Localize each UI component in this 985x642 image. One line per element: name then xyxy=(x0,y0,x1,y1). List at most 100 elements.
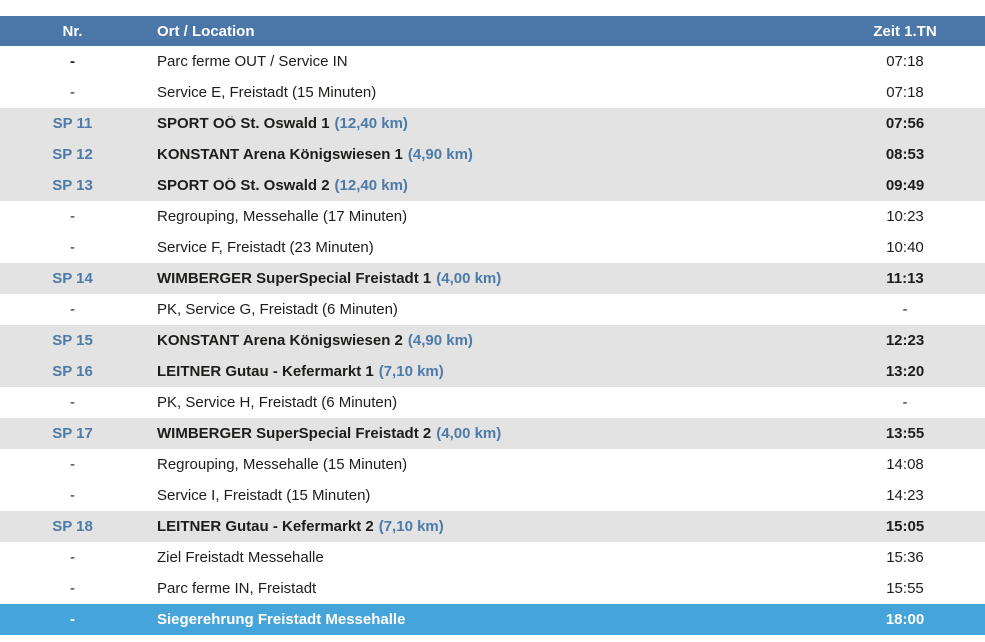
location-name: SPORT OÖ St. Oswald 2 xyxy=(157,178,330,193)
table-row: - Regrouping, Messehalle (15 Minuten) 14… xyxy=(0,449,985,480)
stage-distance: (7,10 km) xyxy=(378,364,444,379)
location-name: LEITNER Gutau - Kefermarkt 1 xyxy=(157,364,374,379)
time-cell: 14:08 xyxy=(886,457,924,472)
time-cell: 15:55 xyxy=(886,581,924,596)
table-header-row: Nr. Ort / Location Zeit 1.TN xyxy=(0,16,985,46)
location-name: Ziel Freistadt Messehalle xyxy=(157,550,324,565)
stage-number-cell: SP 11 xyxy=(52,116,93,131)
location-name: WIMBERGER SuperSpecial Freistadt 1 xyxy=(157,271,432,286)
stage-number-cell: SP 16 xyxy=(52,364,93,379)
location-name: WIMBERGER SuperSpecial Freistadt 2 xyxy=(157,426,432,441)
time-cell: 13:55 xyxy=(885,426,925,441)
location-name: Siegerehrung Freistadt Messehalle xyxy=(157,612,406,627)
location-cell: SPORT OÖ St. Oswald 1 (12,40 km) xyxy=(145,116,835,131)
stage-number-cell: - xyxy=(70,581,75,596)
location-cell: Siegerehrung Freistadt Messehalle xyxy=(145,612,835,627)
location-cell: KONSTANT Arena Königswiesen 1 (4,90 km) xyxy=(145,147,835,162)
time-cell: 11:13 xyxy=(886,271,924,286)
stage-distance: (7,10 km) xyxy=(378,519,444,534)
location-cell: Parc ferme IN, Freistadt xyxy=(145,581,835,596)
stage-distance: (12,40 km) xyxy=(334,178,408,193)
time-cell: 10:40 xyxy=(886,240,924,255)
stage-number-cell: - xyxy=(70,302,75,317)
stage-number-cell: - xyxy=(70,240,75,255)
stage-number-cell: - xyxy=(70,488,75,503)
location-name: Regrouping, Messehalle (15 Minuten) xyxy=(157,457,408,472)
stage-number-cell: SP 14 xyxy=(52,271,93,286)
location-cell: SPORT OÖ St. Oswald 2 (12,40 km) xyxy=(145,178,835,193)
location-cell: Service I, Freistadt (15 Minuten) xyxy=(145,488,835,503)
table-row: - Parc ferme IN, Freistadt 15:55 xyxy=(0,573,985,604)
stage-number-cell: - xyxy=(70,395,75,410)
stage-number-cell: - xyxy=(70,550,75,565)
table-row: SP 15 KONSTANT Arena Königswiesen 2 (4,90… xyxy=(0,325,985,356)
schedule-table: Nr. Ort / Location Zeit 1.TN - Parc ferm… xyxy=(0,16,985,635)
location-cell: Service F, Freistadt (23 Minuten) xyxy=(145,240,835,255)
location-cell: KONSTANT Arena Königswiesen 2 (4,90 km) xyxy=(145,333,835,348)
location-cell: Ziel Freistadt Messehalle xyxy=(145,550,835,565)
location-cell: Service E, Freistadt (15 Minuten) xyxy=(145,85,835,100)
table-row: - Service E, Freistadt (15 Minuten) 07:1… xyxy=(0,77,985,108)
location-cell: LEITNER Gutau - Kefermarkt 2 (7,10 km) xyxy=(145,519,835,534)
location-name: Service F, Freistadt (23 Minuten) xyxy=(157,240,374,255)
stage-number-cell: - xyxy=(70,85,75,100)
location-cell: Regrouping, Messehalle (15 Minuten) xyxy=(145,457,835,472)
time-cell: 07:56 xyxy=(885,116,925,131)
stage-number-cell: - xyxy=(70,54,75,69)
table-row: - Service F, Freistadt (23 Minuten) 10:4… xyxy=(0,232,985,263)
table-row: SP 11 SPORT OÖ St. Oswald 1 (12,40 km) 07… xyxy=(0,108,985,139)
table-row: - Parc ferme OUT / Service IN 07:18 xyxy=(0,46,985,77)
time-cell: 13:20 xyxy=(885,364,925,379)
location-cell: Regrouping, Messehalle (17 Minuten) xyxy=(145,209,835,224)
location-cell: PK, Service H, Freistadt (6 Minuten) xyxy=(145,395,835,410)
header-time: Zeit 1.TN xyxy=(873,23,937,39)
table-row: SP 18 LEITNER Gutau - Kefermarkt 2 (7,10 … xyxy=(0,511,985,542)
time-cell: 09:49 xyxy=(885,178,925,193)
location-name: KONSTANT Arena Königswiesen 1 xyxy=(157,147,403,162)
time-cell: - xyxy=(902,302,908,317)
header-nr: Nr. xyxy=(62,23,83,39)
table-row: - PK, Service G, Freistadt (6 Minuten) - xyxy=(0,294,985,325)
time-cell: 07:18 xyxy=(886,54,924,69)
location-name: Service E, Freistadt (15 Minuten) xyxy=(157,85,377,100)
location-cell: WIMBERGER SuperSpecial Freistadt 1 (4,00 … xyxy=(145,271,835,286)
location-name: KONSTANT Arena Königswiesen 2 xyxy=(157,333,403,348)
stage-distance: (12,40 km) xyxy=(334,116,408,131)
stage-distance: (4,90 km) xyxy=(407,147,473,162)
time-cell: 10:23 xyxy=(886,209,924,224)
stage-number-cell: SP 12 xyxy=(52,147,93,162)
table-row: SP 13 SPORT OÖ St. Oswald 2 (12,40 km) 09… xyxy=(0,170,985,201)
stage-number-cell: - xyxy=(70,209,75,224)
stage-number-cell: SP 17 xyxy=(52,426,93,441)
header-location: Ort / Location xyxy=(157,23,255,39)
location-name: Service I, Freistadt (15 Minuten) xyxy=(157,488,371,503)
location-name: LEITNER Gutau - Kefermarkt 2 xyxy=(157,519,374,534)
table-row: - Ziel Freistadt Messehalle 15:36 xyxy=(0,542,985,573)
time-cell: - xyxy=(902,395,908,410)
table-row: SP 14 WIMBERGER SuperSpecial Freistadt 1… xyxy=(0,263,985,294)
table-row: - Siegerehrung Freistadt Messehalle 18:0… xyxy=(0,604,985,635)
location-name: Parc ferme IN, Freistadt xyxy=(157,581,317,596)
location-cell: PK, Service G, Freistadt (6 Minuten) xyxy=(145,302,835,317)
location-name: Parc ferme OUT / Service IN xyxy=(157,54,348,69)
stage-number-cell: SP 13 xyxy=(52,178,93,193)
location-name: PK, Service G, Freistadt (6 Minuten) xyxy=(157,302,398,317)
stage-number-cell: - xyxy=(70,457,75,472)
stage-distance: (4,00 km) xyxy=(436,271,502,286)
location-cell: Parc ferme OUT / Service IN xyxy=(145,54,835,69)
table-row: SP 12 KONSTANT Arena Königswiesen 1 (4,90… xyxy=(0,139,985,170)
stage-number-cell: SP 18 xyxy=(52,519,93,534)
time-cell: 15:36 xyxy=(886,550,924,565)
time-cell: 18:00 xyxy=(885,612,925,627)
schedule-table-body: - Parc ferme OUT / Service IN 07:18 - Se… xyxy=(0,46,985,635)
location-name: Regrouping, Messehalle (17 Minuten) xyxy=(157,209,408,224)
table-row: - PK, Service H, Freistadt (6 Minuten) - xyxy=(0,387,985,418)
table-row: SP 16 LEITNER Gutau - Kefermarkt 1 (7,10 … xyxy=(0,356,985,387)
stage-distance: (4,90 km) xyxy=(407,333,473,348)
table-row: SP 17 WIMBERGER SuperSpecial Freistadt 2… xyxy=(0,418,985,449)
location-name: PK, Service H, Freistadt (6 Minuten) xyxy=(157,395,398,410)
location-name: SPORT OÖ St. Oswald 1 xyxy=(157,116,330,131)
time-cell: 15:05 xyxy=(885,519,925,534)
time-cell: 07:18 xyxy=(886,85,924,100)
